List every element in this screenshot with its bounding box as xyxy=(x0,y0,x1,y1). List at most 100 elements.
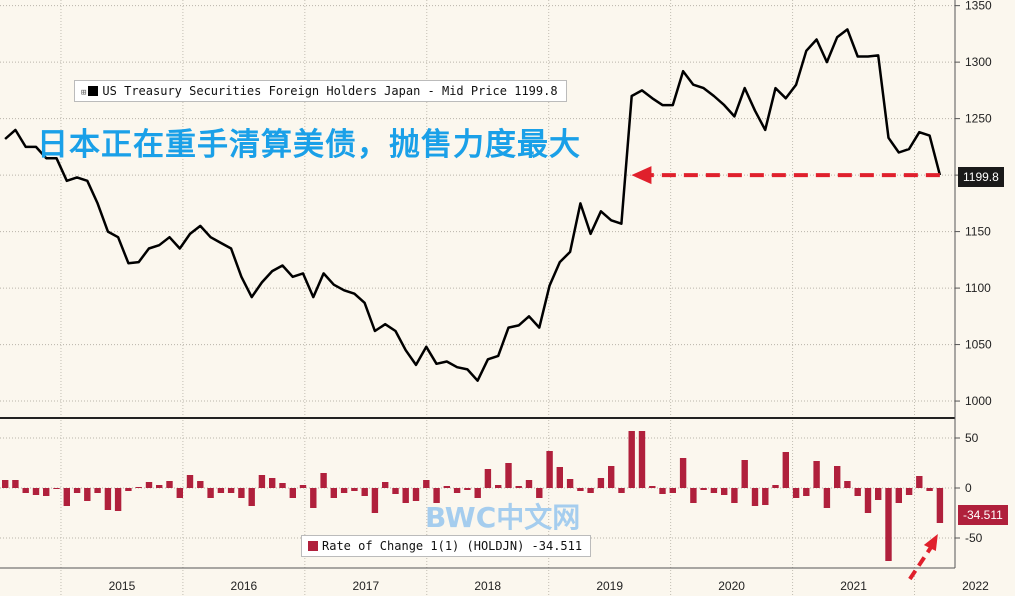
roc-bar xyxy=(823,488,831,508)
roc-bar xyxy=(433,488,440,503)
roc-bar xyxy=(156,485,163,488)
roc-bar xyxy=(885,488,892,561)
roc-bar xyxy=(258,475,266,488)
year-axis-ticks: 2015 2016 2017 2018 2019 2020 2021 2022 xyxy=(109,579,990,593)
roc-bar xyxy=(299,485,307,488)
roc-bar xyxy=(546,451,553,488)
watermark-text: BWC中文网 xyxy=(425,501,581,534)
roc-bar xyxy=(495,485,502,488)
headline-text: 日本正在重手清算美债，抛售力度最大 xyxy=(37,127,581,163)
roc-bar xyxy=(197,481,204,488)
year-label: 2017 xyxy=(352,579,379,593)
roc-bar xyxy=(669,488,676,493)
roc-bar xyxy=(474,488,481,498)
roc-bar xyxy=(227,488,235,493)
roc-bar xyxy=(875,488,882,500)
year-label: 2022 xyxy=(962,579,989,593)
roc-bar xyxy=(94,488,101,493)
year-label: 2015 xyxy=(109,579,136,593)
roc-bar xyxy=(217,488,225,493)
roc-bar xyxy=(104,488,112,510)
roc-bar xyxy=(751,488,759,506)
roc-bar xyxy=(679,458,687,488)
roc-bar xyxy=(813,461,820,488)
roc-bar xyxy=(864,488,872,513)
roc-bar xyxy=(73,488,81,493)
roc-bar xyxy=(464,488,471,490)
roc-bar xyxy=(556,467,563,488)
roc-last-value: -34.511 xyxy=(963,508,1003,522)
roc-bar xyxy=(289,488,296,498)
roc-bar xyxy=(125,488,132,491)
horizontal-arrowhead xyxy=(631,166,652,185)
roc-bar xyxy=(505,463,512,488)
roc-bar xyxy=(936,488,944,523)
roc-bar xyxy=(443,486,450,488)
roc-bar xyxy=(916,476,923,488)
roc-bar xyxy=(700,488,707,490)
price-tick-label: 1000 xyxy=(965,394,992,408)
diagonal-arrowhead xyxy=(923,534,938,551)
price-tick-label: 1250 xyxy=(965,112,992,126)
year-label: 2019 xyxy=(596,579,623,593)
roc-bar xyxy=(310,488,317,508)
roc-bar xyxy=(834,466,841,488)
roc-bar xyxy=(638,431,646,488)
legend-swatch-red xyxy=(308,541,318,551)
roc-bar xyxy=(22,488,29,493)
roc-bar xyxy=(895,488,902,503)
roc-bar xyxy=(854,488,861,496)
roc-bar xyxy=(905,488,913,495)
price-line xyxy=(4,28,942,382)
roc-bar xyxy=(566,479,574,488)
price-last-value-tag: 1199.8 xyxy=(958,167,1004,187)
roc-bar xyxy=(12,480,19,488)
price-tick-label: 1350 xyxy=(965,0,992,13)
roc-bar xyxy=(618,488,625,493)
roc-tick-label: 0 xyxy=(965,481,972,495)
diagonal-arrow-shaft xyxy=(908,544,934,581)
roc-bar xyxy=(587,488,594,493)
roc-last-value-tag: -34.511 xyxy=(958,505,1008,525)
year-label: 2021 xyxy=(840,579,867,593)
roc-legend: Rate of Change 1(1) (HOLDJN) -34.511 xyxy=(301,535,592,557)
roc-bar xyxy=(53,488,60,489)
roc-bar xyxy=(792,488,800,498)
price-tick-label: 1150 xyxy=(965,225,991,239)
roc-bar xyxy=(597,478,605,488)
roc-bar xyxy=(782,452,789,488)
roc-bar xyxy=(525,480,533,488)
roc-bar xyxy=(166,481,173,488)
roc-bar xyxy=(577,488,584,491)
roc-bar xyxy=(2,480,9,488)
roc-bar xyxy=(340,488,348,493)
price-tick-label: 1050 xyxy=(965,338,992,352)
roc-bar xyxy=(484,469,492,488)
roc-bar xyxy=(382,482,389,488)
roc-bar xyxy=(803,488,810,496)
roc-bar xyxy=(423,480,430,488)
price-tick-label: 1300 xyxy=(965,55,992,69)
roc-bar xyxy=(248,488,255,506)
expand-icon[interactable]: ⊞ xyxy=(81,88,87,98)
roc-bar xyxy=(371,488,379,513)
roc-bar xyxy=(63,488,70,506)
roc-bar xyxy=(176,488,183,498)
roc-tick-label: 50 xyxy=(965,431,979,445)
roc-bar xyxy=(186,475,194,488)
roc-bar xyxy=(453,488,461,493)
year-label: 2018 xyxy=(474,579,501,593)
roc-bar xyxy=(351,488,358,491)
roc-bar xyxy=(412,488,420,501)
roc-bar xyxy=(710,488,718,493)
price-last-value: 1199.8 xyxy=(963,170,999,184)
roc-bar xyxy=(926,488,933,491)
annotation-arrows xyxy=(631,166,940,581)
roc-bar xyxy=(32,488,40,495)
roc-bar xyxy=(628,431,635,488)
roc-bar xyxy=(279,483,286,488)
roc-bars xyxy=(2,431,944,561)
roc-bar xyxy=(731,488,738,503)
legend-swatch-black xyxy=(88,86,99,96)
roc-bar xyxy=(84,488,91,501)
